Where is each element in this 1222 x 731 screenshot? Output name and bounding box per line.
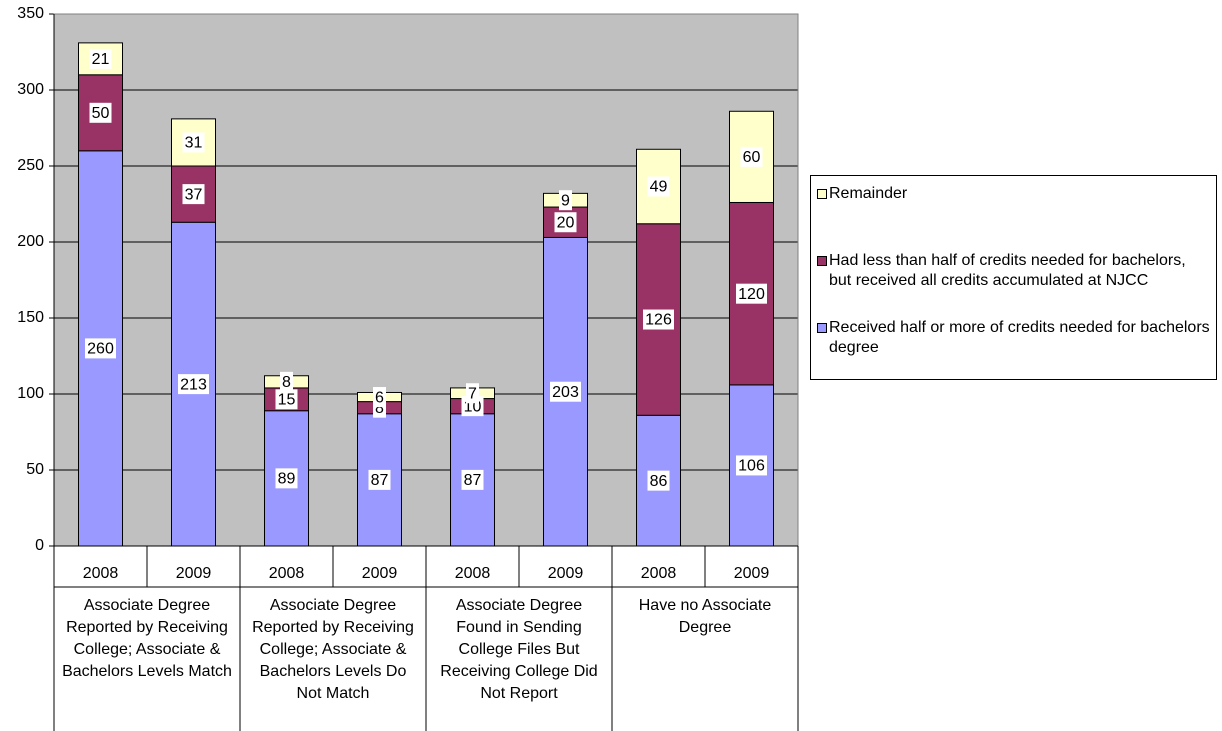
data-label: 60 (743, 149, 761, 166)
group-label: Associate Degree Found in Sending College … (440, 597, 597, 702)
data-label: 7 (468, 385, 477, 402)
data-label: 49 (650, 179, 668, 196)
y-tick-label: 150 (17, 309, 44, 326)
group-label: Have no Associate Degree (639, 597, 772, 636)
legend-swatch-remainder (817, 189, 827, 199)
data-label: 8 (375, 400, 384, 417)
data-label-box (740, 146, 763, 167)
data-label-box (647, 470, 670, 491)
data-label: 106 (738, 458, 765, 475)
legend-item-remainder: Remainder (817, 184, 907, 204)
data-label-box (550, 381, 581, 402)
data-label: 6 (375, 389, 384, 406)
data-label-box (373, 387, 386, 408)
category-label: 2009 (176, 565, 212, 582)
data-label-box (182, 184, 205, 205)
category-label: 2009 (362, 565, 398, 582)
legend-swatch-less-than-half (817, 256, 827, 266)
data-label: 87 (464, 472, 482, 489)
data-label-box (368, 469, 391, 490)
data-label-box (466, 383, 479, 404)
data-label-box (85, 338, 116, 359)
category-label: 2009 (734, 565, 770, 582)
y-tick-label: 0 (35, 537, 44, 554)
data-label-box (736, 455, 767, 476)
data-label-box (643, 309, 674, 330)
data-label: 87 (371, 472, 389, 489)
data-label-box (89, 48, 112, 69)
data-label: 86 (650, 473, 668, 490)
group-label: Associate Degree Reported by Receiving Col… (252, 597, 414, 702)
data-label-box (647, 176, 670, 197)
legend-item-half-or-more: Received half or more of credits needed … (817, 318, 1212, 358)
data-label: 9 (561, 192, 570, 209)
bar-segment-less-than-half (171, 165, 216, 223)
data-label-box (178, 374, 209, 395)
data-label: 37 (185, 186, 203, 203)
data-label: 89 (278, 471, 296, 488)
category-label: 2008 (83, 565, 119, 582)
data-label: 260 (87, 341, 114, 358)
category-label: 2008 (641, 565, 677, 582)
data-label-box (275, 389, 298, 410)
category-label: 2008 (269, 565, 305, 582)
data-label-box (89, 102, 112, 123)
y-tick-label: 350 (17, 5, 44, 22)
category-label: 2009 (548, 565, 584, 582)
y-tick-label: 200 (17, 233, 44, 250)
data-label: 20 (557, 214, 575, 231)
data-label: 8 (282, 374, 291, 391)
data-label-box (736, 283, 767, 304)
data-label: 15 (278, 392, 296, 409)
legend-swatch-half-or-more (817, 323, 827, 333)
data-label-box (275, 468, 298, 489)
legend-label: Remainder (829, 185, 908, 202)
data-label: 21 (92, 51, 110, 68)
data-label: 126 (645, 312, 672, 329)
data-label: 203 (552, 384, 579, 401)
y-tick-label: 300 (17, 81, 44, 98)
data-label: 120 (738, 286, 765, 303)
data-label-box (280, 371, 293, 392)
data-label-box (559, 190, 572, 211)
data-label: 31 (185, 135, 203, 152)
legend-label: Had less than half of credits needed for… (829, 252, 1186, 289)
group-label: Associate Degree Reported by Receiving Col… (62, 597, 232, 680)
legend-item-less-than-half: Had less than half of credits needed for… (817, 251, 1212, 291)
legend: Remainder Had less than half of credits … (810, 175, 1217, 380)
y-tick-label: 50 (26, 461, 44, 478)
y-tick-label: 100 (17, 385, 44, 402)
y-tick-label: 250 (17, 157, 44, 174)
plot-area (54, 14, 798, 546)
data-label-box (182, 132, 205, 153)
data-label: 213 (180, 376, 207, 393)
data-label-box (554, 212, 577, 233)
data-label-box (461, 469, 484, 490)
category-label: 2008 (455, 565, 491, 582)
data-label: 50 (92, 105, 110, 122)
legend-label: Received half or more of credits needed … (829, 319, 1210, 356)
